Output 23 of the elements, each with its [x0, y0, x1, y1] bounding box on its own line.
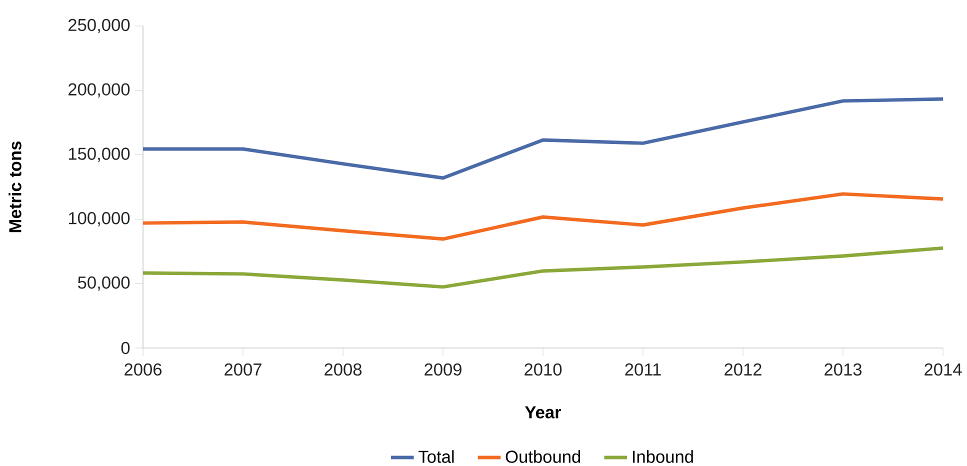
- x-tick-label: 2006: [124, 363, 162, 376]
- legend-label: Inbound: [633, 450, 693, 463]
- x-tick-label: 2014: [924, 363, 962, 376]
- legend-label: Outbound: [506, 450, 580, 463]
- legend-label: Total: [418, 450, 454, 463]
- x-tick-label: 2012: [724, 363, 762, 376]
- y-tick-label: 100,000: [68, 212, 130, 226]
- line-series: [141, 246, 945, 289]
- y-tick-label: 0: [121, 342, 130, 354]
- y-tick-label: 50,000: [78, 276, 130, 291]
- y-axis-title: Metric tons: [8, 141, 22, 232]
- x-tick-label: 2013: [824, 363, 862, 376]
- x-axis-title: Year: [524, 406, 562, 418]
- line-series: [141, 192, 945, 241]
- x-tick-label: 2008: [324, 363, 362, 376]
- y-tick-label: 200,000: [68, 83, 130, 98]
- x-tick-label: 2010: [524, 363, 562, 376]
- x-tick-label: 2007: [224, 363, 262, 376]
- y-tick-label: 250,000: [68, 18, 130, 34]
- x-tick-label: 2011: [625, 363, 661, 376]
- line-series: [141, 97, 945, 180]
- x-tick-label: 2009: [424, 363, 462, 376]
- y-tick-label: 150,000: [68, 148, 130, 162]
